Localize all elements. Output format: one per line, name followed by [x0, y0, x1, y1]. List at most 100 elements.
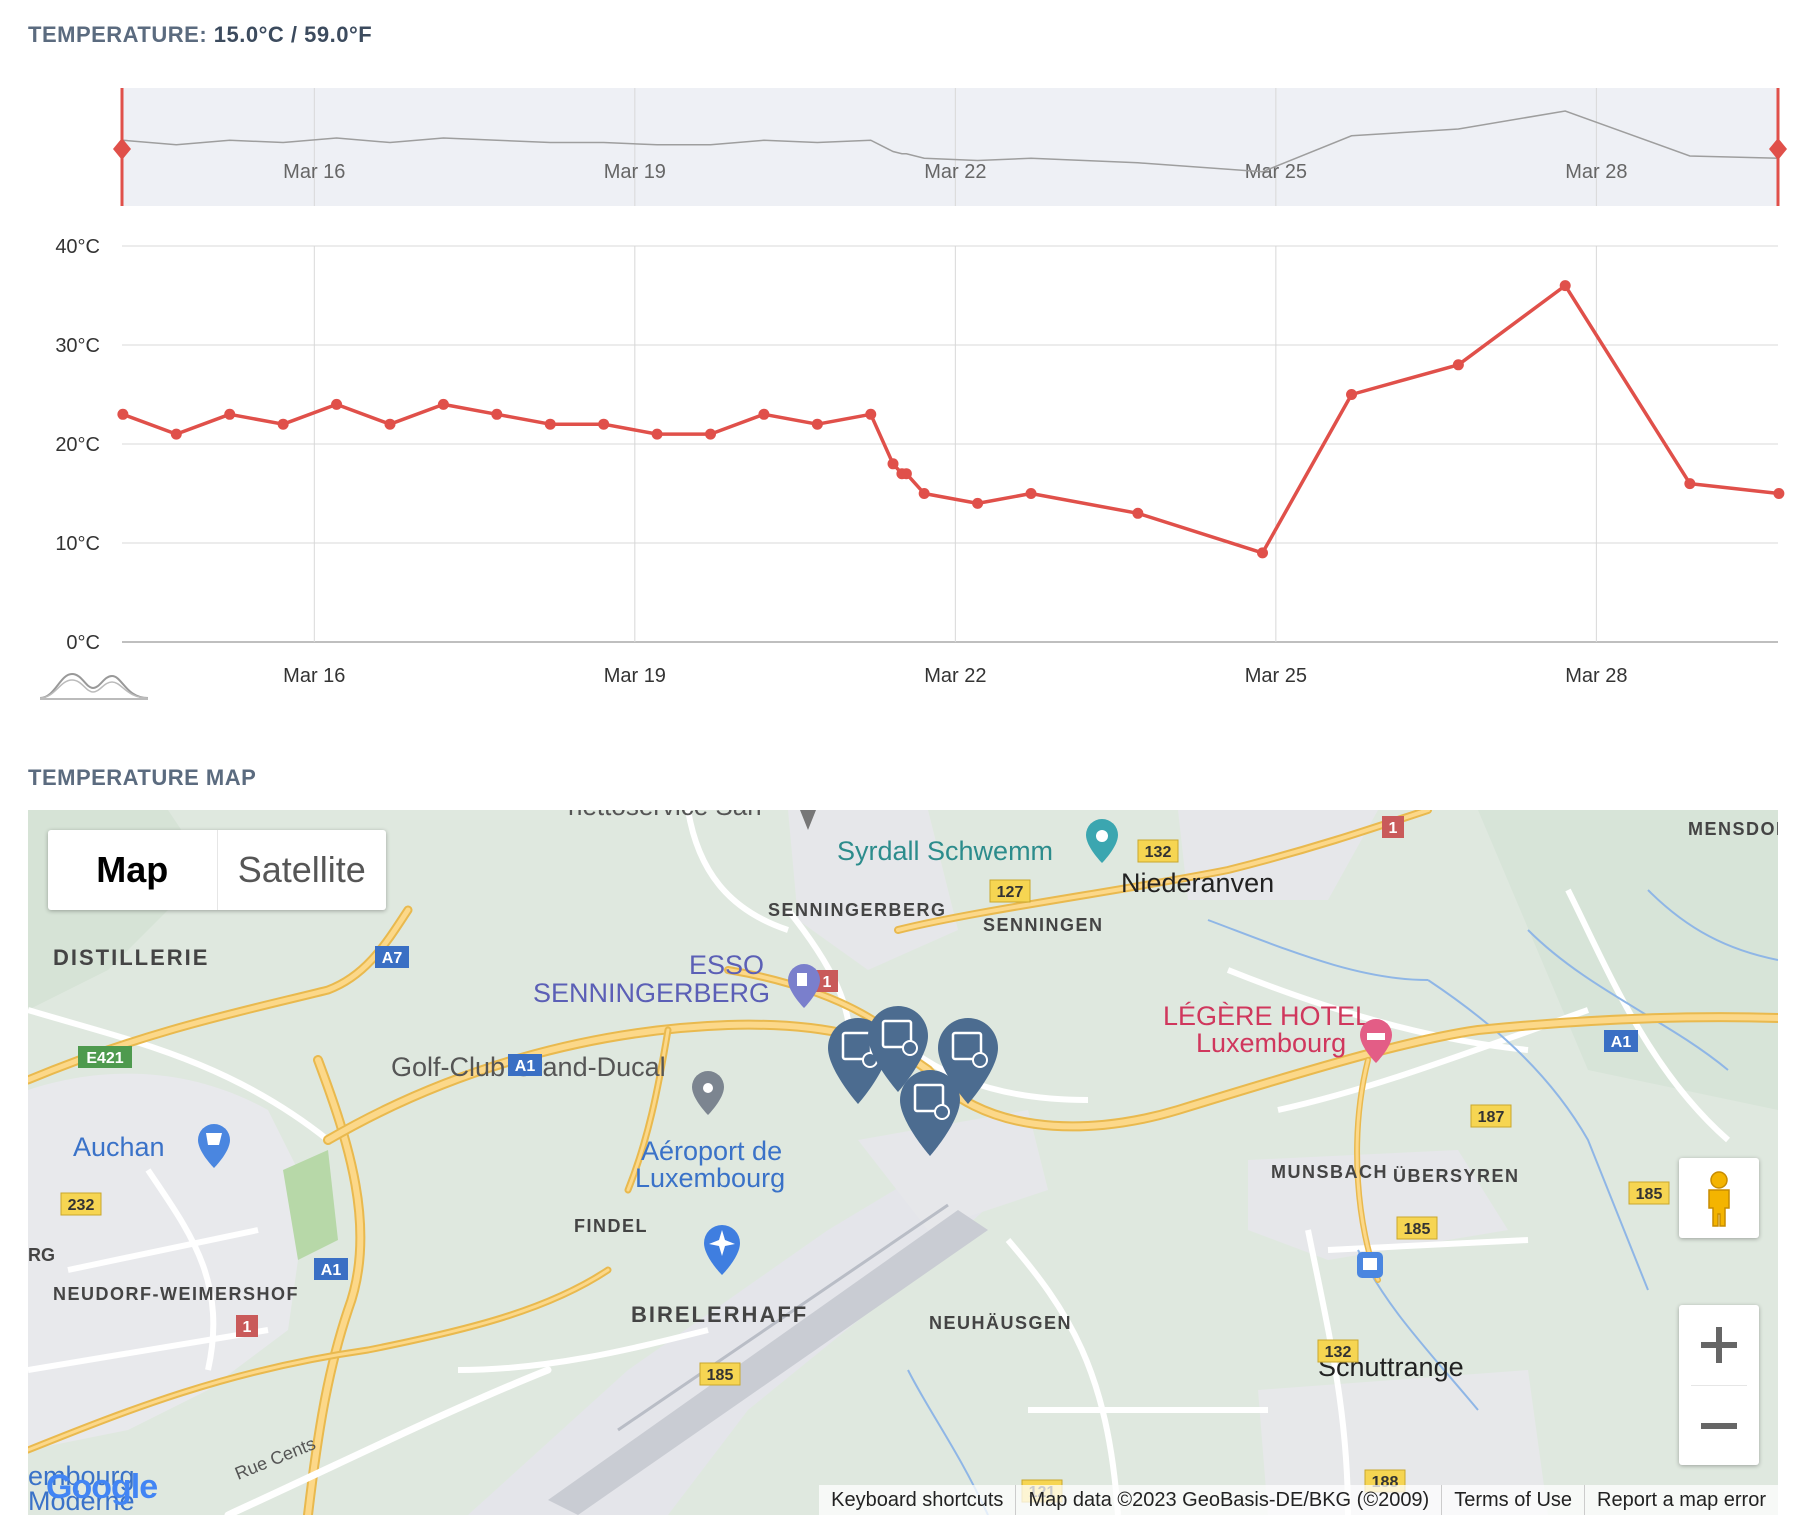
map-label: NEUHÄUSGEN — [929, 1313, 1072, 1333]
map-attribution: Keyboard shortcuts Map data ©2023 GeoBas… — [819, 1485, 1778, 1515]
svg-text:132: 132 — [1145, 844, 1172, 861]
svg-text:187: 187 — [1478, 1109, 1505, 1126]
map-label: MUNSBACH — [1271, 1162, 1388, 1182]
terms-of-use-link[interactable]: Terms of Use — [1441, 1485, 1584, 1515]
data-point — [972, 497, 984, 509]
data-point — [1559, 280, 1571, 292]
navigator-tick-label: Mar 16 — [283, 161, 345, 183]
road-shield: 1 — [1382, 816, 1404, 838]
road-shield: 132 — [1317, 1339, 1359, 1363]
data-point — [758, 408, 770, 420]
data-point — [1132, 507, 1144, 519]
temperature-label: TEMPERATURE: — [28, 22, 208, 47]
navigator-tick-label: Mar 28 — [1565, 161, 1627, 183]
golf-pin-icon — [692, 1071, 724, 1115]
data-point — [491, 408, 503, 420]
map-label: MENSDOR — [1688, 819, 1778, 839]
road-shield: A1 — [1604, 1030, 1638, 1052]
plus-icon — [1701, 1327, 1737, 1363]
svg-text:232: 232 — [68, 1197, 95, 1214]
map-label: Syrdall Schwemm — [837, 836, 1053, 866]
data-point — [1257, 547, 1269, 559]
navigator-background — [122, 88, 1778, 206]
temperature-map[interactable]: nettoservice Sarl Syrdall Schwemm Nieder… — [28, 810, 1778, 1515]
zoom-in-button[interactable] — [1679, 1305, 1759, 1385]
data-point — [224, 408, 236, 420]
google-logo[interactable]: Google — [46, 1468, 158, 1506]
map-label: nettoservice Sarl — [568, 810, 762, 821]
road-shield: 1 — [816, 970, 838, 992]
data-point — [1773, 488, 1785, 499]
data-point — [705, 428, 717, 440]
x-tick-label: Mar 16 — [283, 665, 345, 687]
minus-icon — [1701, 1423, 1737, 1429]
map-label: Moderne — [28, 1486, 135, 1515]
data-point — [277, 418, 289, 430]
range-selector-icon[interactable] — [39, 672, 149, 700]
road-shield: 185 — [699, 1362, 741, 1386]
bus-stop-icon — [1357, 1252, 1383, 1278]
chart-navigator[interactable]: Mar 16 Mar 19 Mar 22 Mar 25 Mar 28 — [113, 88, 1787, 206]
data-point — [651, 428, 663, 440]
map-label: FINDEL — [574, 1216, 648, 1236]
street-view-button[interactable] — [1679, 1158, 1759, 1238]
calendar-clock-icon[interactable] — [868, 1006, 928, 1092]
data-point — [117, 408, 129, 420]
chart-grid — [122, 245, 1778, 643]
zoom-out-button[interactable] — [1679, 1386, 1759, 1466]
map-section-title: TEMPERATURE MAP — [28, 765, 257, 790]
navigator-tick-label: Mar 25 — [1245, 161, 1307, 183]
map-labels: nettoservice Sarl Syrdall Schwemm Nieder… — [28, 810, 1778, 1515]
svg-text:1: 1 — [1389, 820, 1398, 837]
data-point — [887, 458, 899, 470]
svg-text:185: 185 — [1636, 1186, 1663, 1203]
data-point — [598, 418, 610, 430]
road-shield: 187 — [1470, 1104, 1512, 1128]
navigator-tick-label: Mar 22 — [924, 161, 986, 183]
report-map-error-link[interactable]: Report a map error — [1584, 1485, 1778, 1515]
y-tick-label: 40°C — [55, 236, 100, 258]
svg-text:E421: E421 — [86, 1050, 123, 1067]
data-point — [1684, 478, 1696, 490]
x-tick-label: Mar 28 — [1565, 665, 1627, 687]
syrdall-pin-icon — [1086, 819, 1118, 863]
map-type-map-button[interactable]: Map — [48, 830, 218, 910]
temperature-series[interactable] — [117, 280, 1785, 559]
fuel-pin-icon — [788, 964, 820, 1008]
road-shield: 1 — [236, 1315, 258, 1337]
road-shield: 185 — [1396, 1216, 1438, 1240]
zoom-divider — [1691, 1385, 1747, 1386]
keyboard-shortcuts-link[interactable]: Keyboard shortcuts — [831, 1489, 1004, 1511]
road-shield: E421 — [78, 1046, 132, 1068]
temperature-header: TEMPERATURE: 15.0°C / 59.0°F — [28, 22, 372, 48]
svg-text:A1: A1 — [515, 1058, 536, 1075]
svg-text:132: 132 — [1325, 1344, 1352, 1361]
map-label: ÜBERSYREN — [1393, 1166, 1520, 1186]
y-axis: 0°C 10°C 20°C 30°C 40°C — [55, 236, 100, 654]
data-point — [1346, 389, 1358, 400]
airport-pin-icon — [704, 1225, 740, 1275]
svg-text:127: 127 — [997, 884, 1024, 901]
map-label: NEUDORF-WEIMERSHOF — [53, 1284, 299, 1304]
map-label: SENNINGEN — [983, 915, 1104, 935]
map-type-satellite-button[interactable]: Satellite — [237, 849, 366, 890]
temperature-value: 15.0°C / 59.0°F — [213, 22, 373, 47]
navigator-handle — [1769, 138, 1787, 160]
road-shield: A1 — [314, 1258, 348, 1280]
map-label: Niederanven — [1121, 868, 1274, 898]
y-tick-label: 30°C — [55, 335, 100, 357]
navigator-tick-label: Mar 19 — [604, 161, 666, 183]
x-tick-label: Mar 22 — [924, 665, 986, 687]
svg-text:A1: A1 — [321, 1262, 342, 1279]
zoom-control — [1679, 1305, 1759, 1465]
data-point — [918, 488, 930, 499]
data-point — [384, 418, 396, 430]
pegman-icon — [1708, 1171, 1730, 1227]
svg-text:185: 185 — [707, 1367, 734, 1384]
map-label: Luxembourg — [1196, 1028, 1346, 1058]
data-point — [1025, 488, 1037, 499]
map-data-text: Map data ©2023 GeoBasis-DE/BKG (©2009) — [1015, 1485, 1441, 1515]
data-point — [170, 428, 182, 440]
calendar-clock-icon[interactable] — [900, 1070, 960, 1156]
y-tick-label: 10°C — [55, 533, 100, 555]
